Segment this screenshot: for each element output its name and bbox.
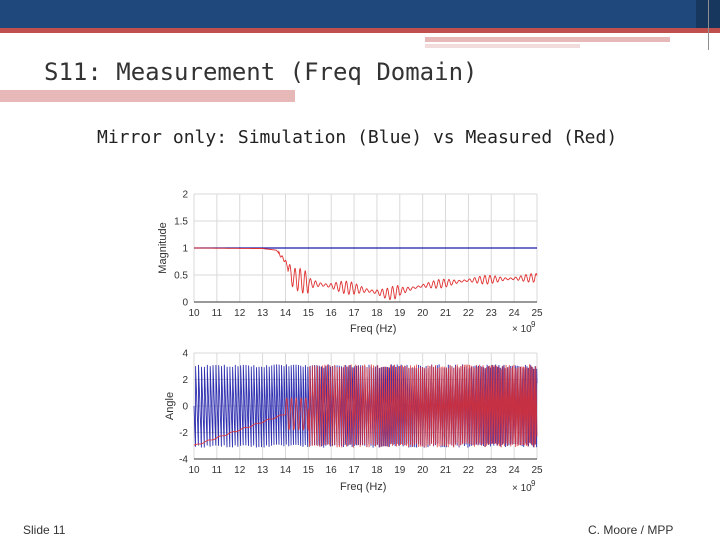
mag-xtick-label: 11: [212, 308, 223, 319]
ang-xtick-label: 18: [371, 465, 383, 476]
mag-xtick-label: 16: [326, 308, 338, 319]
angle-xlabel: Freq (Hz): [340, 481, 386, 493]
header-bar: [0, 0, 720, 28]
mag-xtick-label: 13: [257, 308, 269, 319]
magnitude-chart: 10 11 12 13 14 15 16 17 18 19 20 21 22 23 24 25 2 1.5 1 0.…: [157, 190, 543, 336]
mag-xtick-label: 15: [303, 308, 315, 319]
ang-xtick-label: 24: [509, 465, 521, 476]
ang-xtick-label: 21: [440, 465, 452, 476]
mag-ytick-label: 0: [182, 298, 188, 309]
mag-ytick-label: 1.5: [174, 217, 188, 228]
ang-xtick-label: 14: [280, 465, 292, 476]
angle-chart: 10 11 12 13 14 15 16 17 18 19 20 21 22 23 24 25 420-2-4…: [164, 349, 543, 495]
ang-xtick-label: 25: [531, 465, 543, 476]
accent-bar: [0, 28, 720, 33]
slide-number: Slide 11: [23, 523, 66, 537]
slide-title: S11: Measurement (Freq Domain): [44, 58, 478, 86]
ang-ytick-label: 4: [182, 349, 188, 360]
magnitude-measured-line: [194, 247, 538, 301]
mag-ytick-label: 2: [182, 190, 188, 201]
magnitude-exponent-label: × 10: [512, 324, 532, 335]
mag-ytick-label: 0.5: [174, 271, 188, 282]
mag-xtick-label: 21: [440, 308, 452, 319]
mag-xtick-label: 10: [188, 308, 200, 319]
ang-xtick-label: 17: [349, 465, 361, 476]
mag-xtick-label: 18: [371, 308, 383, 319]
ang-xtick-label: 19: [394, 465, 406, 476]
mag-xtick-label: 17: [349, 308, 361, 319]
mag-xtick-label: 19: [394, 308, 406, 319]
magnitude-exponent: 9: [531, 320, 536, 329]
ang-xtick-label: 16: [326, 465, 338, 476]
ang-xtick-label: 13: [257, 465, 269, 476]
mag-xtick-label: 20: [417, 308, 429, 319]
ang-xtick-label: 10: [188, 465, 200, 476]
magnitude-xlabel: Freq (Hz): [350, 323, 396, 335]
slide-subtitle: Mirror only: Simulation (Blue) vs Measur…: [97, 127, 618, 148]
mag-xtick-label: 25: [531, 308, 543, 319]
angle-ylabel: Angle: [164, 392, 176, 420]
angle-measured-line: [193, 364, 538, 448]
ang-ytick-label: 0: [182, 402, 188, 413]
mag-xtick-label: 12: [234, 308, 246, 319]
slide-author: C. Moore / MPP: [588, 523, 674, 537]
mag-xtick-label: 24: [509, 308, 521, 319]
mag-xtick-label: 22: [463, 308, 475, 319]
mag-xtick-label: 23: [486, 308, 498, 319]
angle-exponent: 9: [531, 479, 536, 488]
mag-ytick-label: 1: [182, 244, 188, 255]
accent-bar-2: [425, 37, 670, 42]
ang-xtick-label: 22: [463, 465, 475, 476]
ang-xtick-label: 12: [234, 465, 246, 476]
ang-ytick-label: -4: [179, 455, 188, 466]
angle-exponent-label: × 10: [512, 483, 532, 494]
ang-xtick-label: 20: [417, 465, 429, 476]
ang-ytick-label: -2: [179, 428, 188, 439]
ang-xtick-label: 23: [486, 465, 498, 476]
ang-ytick-label: 2: [182, 375, 188, 386]
ang-xtick-label: 11: [212, 465, 223, 476]
magnitude-ylabel: Magnitude: [157, 222, 169, 273]
ang-xtick-label: 15: [303, 465, 315, 476]
accent-bar-3: [425, 44, 580, 48]
title-underline: [0, 90, 295, 102]
mag-xtick-label: 14: [280, 308, 292, 319]
header-divider: [708, 0, 709, 50]
